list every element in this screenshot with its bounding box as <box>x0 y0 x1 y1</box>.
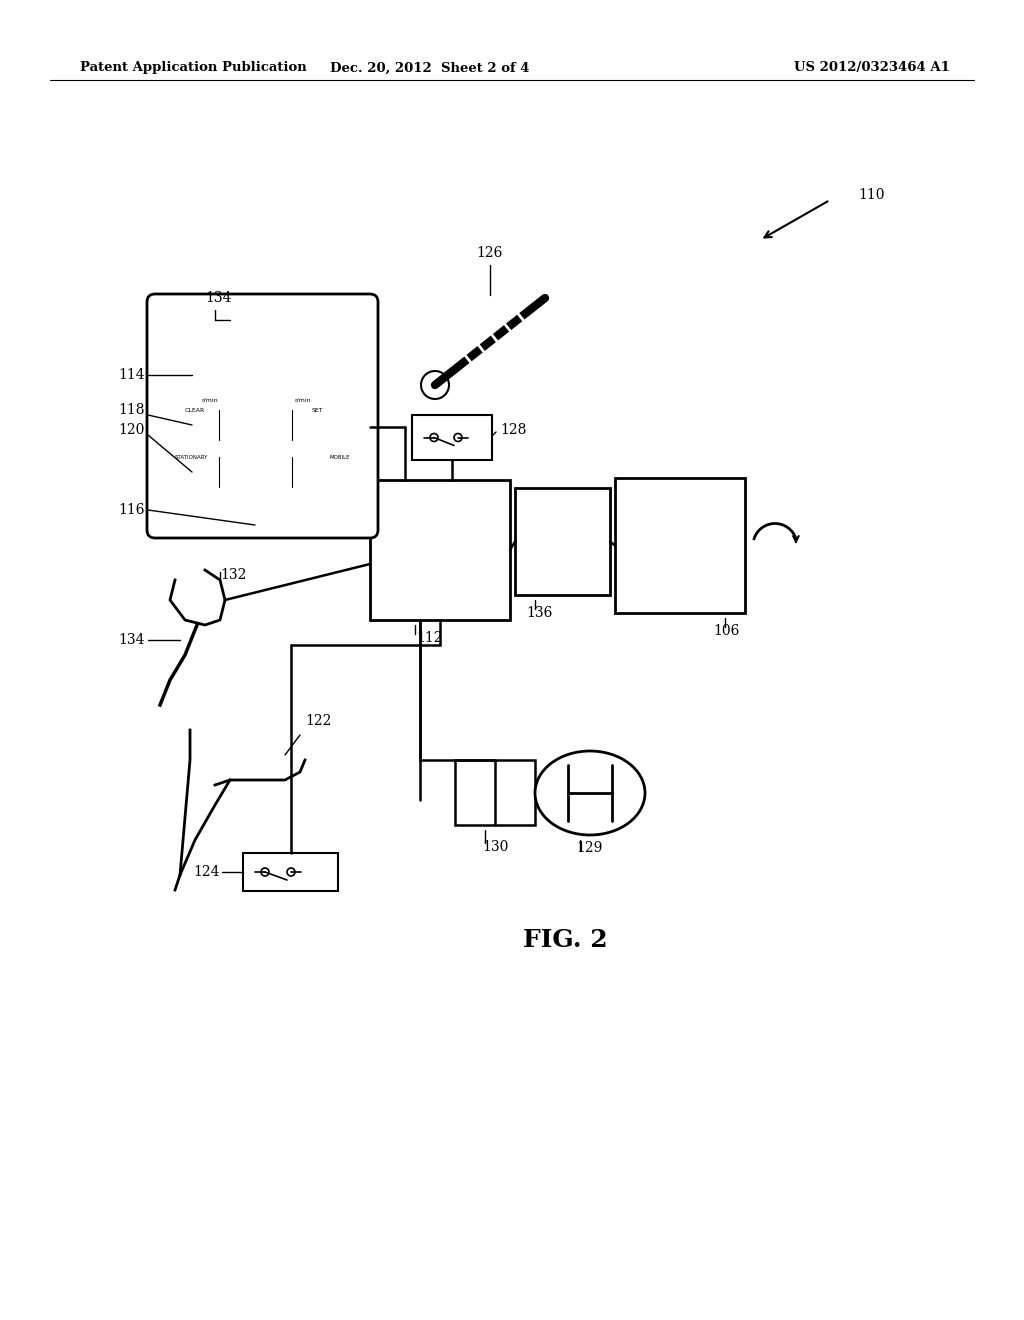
Bar <box>455 760 535 825</box>
Text: 116: 116 <box>119 503 145 517</box>
Text: SET: SET <box>311 408 323 413</box>
Ellipse shape <box>535 751 645 836</box>
Circle shape <box>177 434 193 450</box>
Text: 110: 110 <box>858 187 885 202</box>
Bar <box>193 411 247 440</box>
Bar <box>265 411 319 440</box>
Circle shape <box>430 433 438 441</box>
Circle shape <box>222 323 238 341</box>
Text: Dec. 20, 2012  Sheet 2 of 4: Dec. 20, 2012 Sheet 2 of 4 <box>331 62 529 74</box>
Text: 132: 132 <box>220 568 247 582</box>
Circle shape <box>196 363 224 391</box>
Circle shape <box>261 869 269 876</box>
Bar <box>243 853 338 891</box>
Bar <box>265 457 319 487</box>
Text: FIG. 2: FIG. 2 <box>522 928 607 952</box>
Bar <box>615 478 745 612</box>
Text: r/min: r/min <box>295 397 311 403</box>
Text: 136: 136 <box>526 606 553 620</box>
Circle shape <box>330 434 346 450</box>
Text: 134: 134 <box>205 290 231 305</box>
Circle shape <box>454 433 462 441</box>
Text: 134: 134 <box>119 634 145 647</box>
Text: 128: 128 <box>500 422 526 437</box>
Circle shape <box>421 371 449 399</box>
Text: US 2012/0323464 A1: US 2012/0323464 A1 <box>795 62 950 74</box>
Text: 112: 112 <box>417 631 443 645</box>
Circle shape <box>287 869 295 876</box>
Text: STATIONARY: STATIONARY <box>175 455 208 459</box>
Circle shape <box>289 363 317 391</box>
Bar <box>370 480 510 620</box>
Text: r/min: r/min <box>202 397 218 403</box>
Text: 124: 124 <box>194 865 220 879</box>
Circle shape <box>330 494 346 510</box>
Text: MOBILE: MOBILE <box>330 455 350 459</box>
Text: Patent Application Publication: Patent Application Publication <box>80 62 307 74</box>
Text: 130: 130 <box>482 840 508 854</box>
Circle shape <box>210 312 250 352</box>
Circle shape <box>177 494 193 510</box>
Text: CLEAR: CLEAR <box>185 408 205 413</box>
Text: 120: 120 <box>119 422 145 437</box>
Text: 126: 126 <box>477 246 503 260</box>
Text: 118: 118 <box>119 403 145 417</box>
Bar <box>412 414 492 459</box>
Bar <box>515 488 610 595</box>
Text: 129: 129 <box>577 841 603 855</box>
Text: 122: 122 <box>305 714 332 729</box>
Text: 106: 106 <box>714 624 740 638</box>
Bar <box>193 457 247 487</box>
Text: 114: 114 <box>119 368 145 381</box>
FancyBboxPatch shape <box>147 294 378 539</box>
